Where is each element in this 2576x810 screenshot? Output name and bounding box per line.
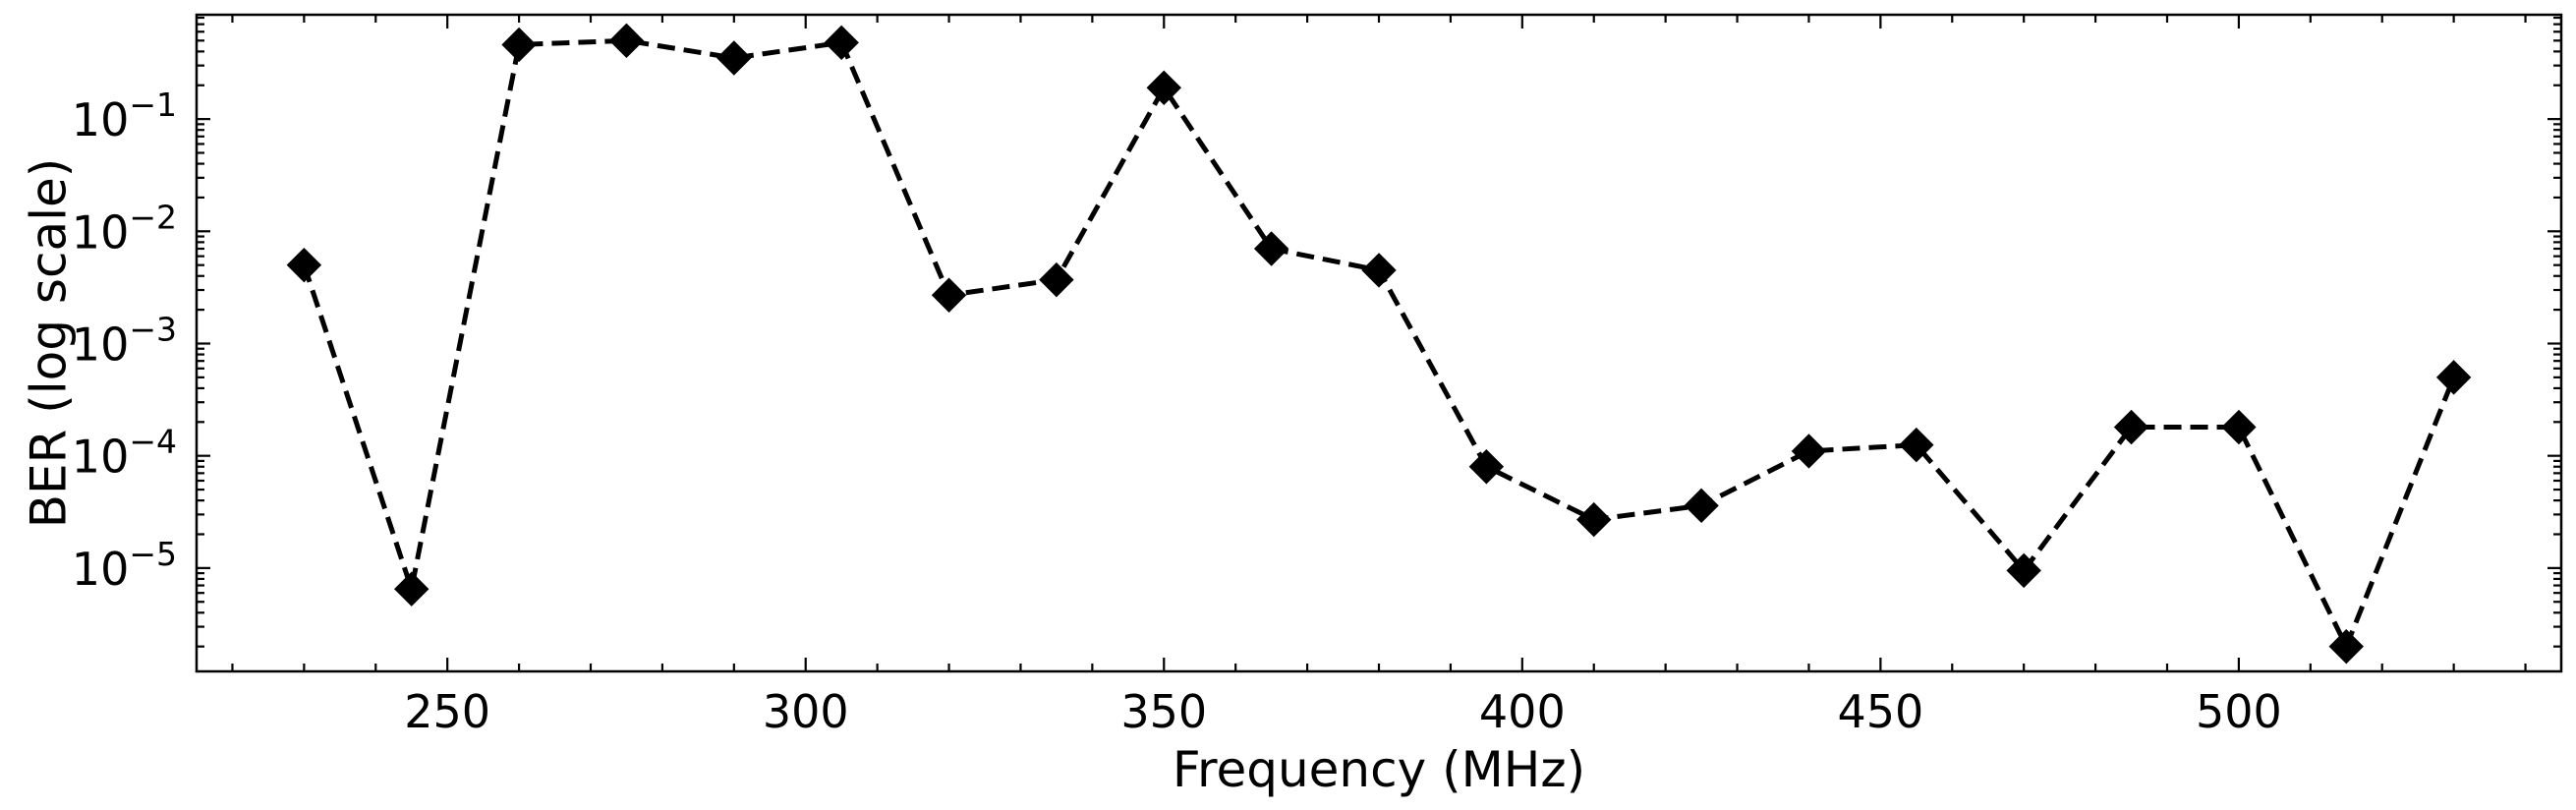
data-point — [1361, 253, 1397, 288]
y-axis-title: BER (log scale) — [21, 158, 78, 529]
data-point — [2221, 409, 2257, 445]
data-point — [716, 40, 752, 76]
data-point — [1039, 261, 1074, 298]
data-point — [394, 571, 429, 607]
x-tick-label: 250 — [404, 685, 490, 738]
data-point — [2006, 552, 2041, 589]
data-point — [501, 27, 537, 63]
y-tick-label: 10−5 — [72, 535, 177, 596]
x-axis-title: Frequency (MHz) — [1173, 741, 1585, 798]
data-point — [824, 25, 859, 61]
data-point — [2113, 409, 2149, 445]
plot-area: 250 300 350 400 450 500 10−1 10−2 10−3 10−4 10−5 — [72, 13, 2563, 738]
data-point — [1146, 70, 1181, 106]
x-tick-label: 400 — [1479, 685, 1566, 738]
data-point — [1684, 488, 1719, 524]
x-tick-label: 500 — [2196, 685, 2282, 738]
x-tick-label: 300 — [763, 685, 849, 738]
data-point — [931, 277, 967, 313]
data-point — [1899, 427, 1934, 463]
data-point — [2328, 628, 2364, 665]
data-point — [1791, 434, 1827, 469]
y-tick-label: 10−1 — [72, 86, 177, 146]
series-line — [302, 37, 2456, 650]
data-point — [286, 247, 322, 283]
data-point — [2435, 360, 2472, 395]
y-tick-label: 10−4 — [72, 423, 177, 484]
plot-frame — [195, 13, 2563, 673]
x-tick-label: 450 — [1837, 685, 1923, 738]
data-point — [1576, 501, 1612, 538]
x-tick-label: 350 — [1120, 685, 1207, 738]
data-point — [1468, 449, 1505, 485]
y-tick-label: 10−2 — [72, 198, 177, 259]
data-point — [1253, 231, 1289, 266]
y-tick-label: 10−3 — [72, 310, 177, 371]
data-point — [608, 23, 645, 59]
